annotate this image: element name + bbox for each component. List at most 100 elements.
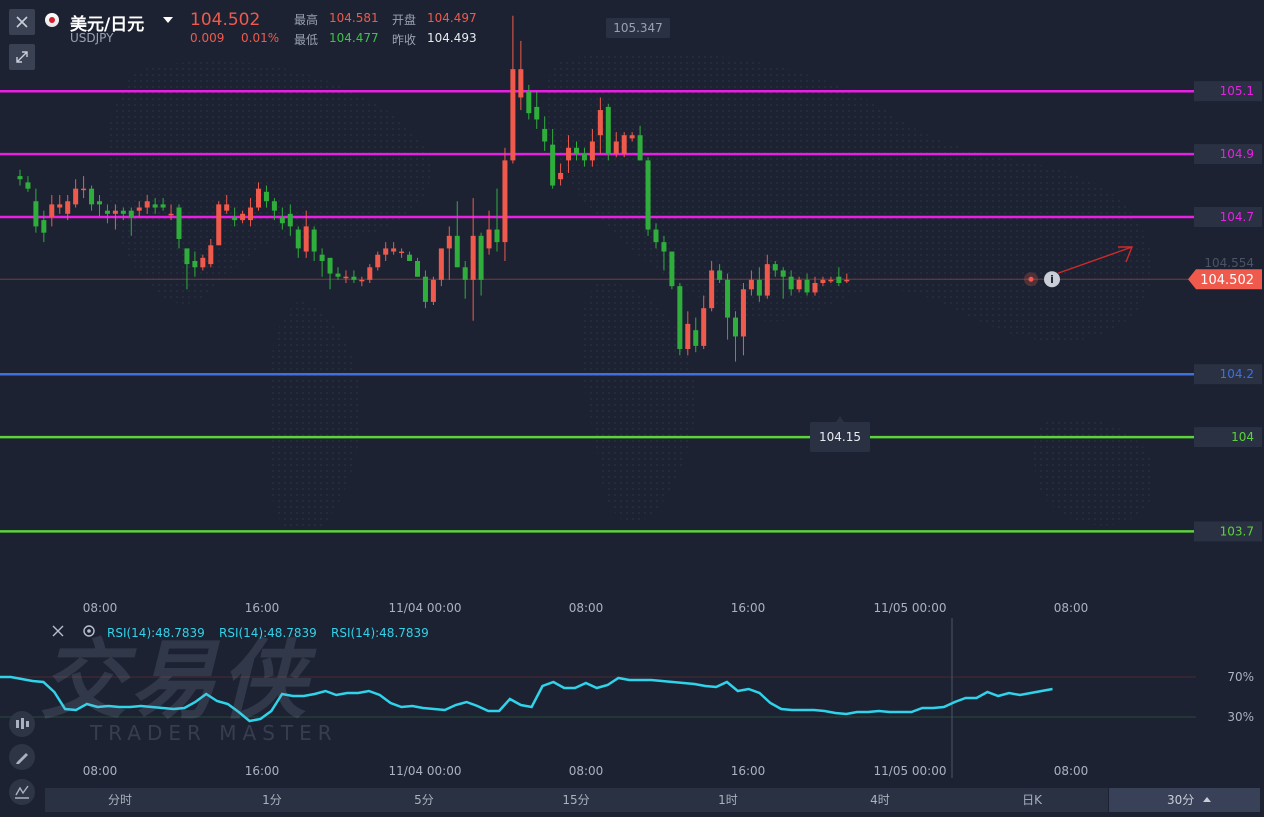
- candle-body: [128, 210, 134, 217]
- candle-body: [534, 106, 540, 120]
- candle-body: [184, 248, 190, 265]
- caret-down-icon[interactable]: [163, 17, 173, 23]
- candle-body: [422, 276, 428, 302]
- candle-body: [359, 279, 365, 282]
- candle-body: [176, 207, 182, 239]
- candle-body: [224, 204, 230, 211]
- tf-tick[interactable]: 分时: [107, 793, 132, 807]
- candle-body: [41, 220, 47, 233]
- watermark-subtitle: TRADER MASTER: [90, 721, 338, 745]
- candle-body: [49, 204, 55, 217]
- tf-1m[interactable]: 1分: [262, 793, 282, 807]
- candle-body: [33, 201, 39, 227]
- candle-body: [844, 279, 850, 282]
- candle-body: [446, 235, 452, 249]
- candle-body: [25, 182, 31, 189]
- max-marker-label: 105.347: [613, 21, 663, 35]
- candle-body: [454, 235, 460, 268]
- candle-body: [383, 248, 389, 255]
- candle-body: [756, 279, 762, 296]
- level-label-box: [1194, 364, 1262, 385]
- draw-button[interactable]: [9, 744, 35, 770]
- candle-body: [828, 279, 834, 282]
- tf-5m[interactable]: 5分: [414, 793, 434, 807]
- candle-body: [17, 176, 23, 180]
- candle-body: [81, 188, 87, 191]
- candle-body: [152, 204, 158, 208]
- candle-body: [526, 91, 532, 114]
- tf-daily[interactable]: 日K: [1022, 793, 1042, 807]
- candle-body: [788, 276, 794, 290]
- level-label: 105.1: [1220, 84, 1254, 98]
- candle-body: [836, 276, 842, 283]
- expand-button[interactable]: [9, 44, 35, 70]
- candle-body: [677, 286, 683, 350]
- candle-body: [136, 207, 142, 211]
- candle-body: [462, 267, 468, 280]
- settings-icon[interactable]: [83, 625, 95, 637]
- candle-body: [685, 323, 691, 350]
- candle-body: [73, 188, 79, 205]
- price-change-pct: 0.01%: [241, 31, 280, 45]
- candle-body: [120, 210, 126, 214]
- candle-body: [661, 242, 667, 252]
- tf-30m-label: 30分: [1167, 793, 1195, 807]
- candle-body: [112, 210, 118, 214]
- candle-body: [669, 251, 675, 287]
- open-value: 104.497: [427, 11, 477, 25]
- candle-body: [542, 128, 548, 142]
- candle-body: [470, 235, 476, 280]
- close-button[interactable]: [9, 9, 35, 35]
- level-label: 103.7: [1220, 524, 1254, 538]
- candle-body: [263, 191, 269, 202]
- candle-body: [208, 245, 214, 265]
- candle-body: [399, 251, 405, 254]
- rsi-x-tick-label: 08:00: [569, 764, 604, 778]
- candle-body: [430, 279, 436, 302]
- rsi-controls: [52, 625, 95, 637]
- high-value: 104.581: [329, 11, 379, 25]
- timeframe-bar: [45, 788, 1108, 812]
- candle-body: [820, 279, 826, 283]
- candle-body: [725, 279, 731, 318]
- rsi-label-1: RSI(14):48.7839: [107, 626, 205, 640]
- candle-body: [550, 144, 556, 186]
- tf-15m[interactable]: 15分: [562, 793, 590, 807]
- candle-body: [367, 267, 373, 280]
- candle-body: [168, 213, 174, 216]
- candle-body: [748, 279, 754, 290]
- candle-body: [717, 270, 723, 280]
- x-tick-label: 11/04 00:00: [389, 601, 462, 615]
- close-icon[interactable]: [52, 625, 64, 637]
- prev-close-label: 昨收: [392, 33, 417, 47]
- candle-body: [303, 226, 309, 252]
- candle-body: [343, 276, 349, 279]
- watermark-logo: 交易侠: [40, 631, 310, 731]
- candle-body: [391, 248, 397, 252]
- indicator-button[interactable]: [9, 779, 35, 805]
- prev-close-value: 104.493: [427, 31, 477, 45]
- symbol-code: USDJPY: [70, 31, 114, 45]
- level-label: 104.9: [1220, 147, 1254, 161]
- low-label: 最低: [294, 33, 319, 47]
- min-marker-label: 104.15: [819, 430, 861, 444]
- close-icon: [16, 16, 28, 28]
- tf-30m-selected[interactable]: 30分: [1109, 788, 1260, 812]
- candle-body: [438, 248, 444, 280]
- candle-body: [518, 69, 524, 98]
- candle-body: [621, 135, 627, 155]
- tf-4h[interactable]: 4时: [870, 793, 890, 807]
- max-marker-box: [606, 18, 670, 38]
- info-icon: [1044, 271, 1060, 288]
- rsi-label-3: RSI(14):48.7839: [331, 626, 429, 640]
- tf-1h[interactable]: 1时: [718, 793, 738, 807]
- x-tick-label: 11/05 00:00: [874, 601, 947, 615]
- candle-body: [502, 160, 508, 243]
- candle-body: [780, 270, 786, 277]
- candle-body: [351, 276, 357, 280]
- symbol-name[interactable]: 美元/日元: [70, 15, 145, 35]
- candles-button[interactable]: [9, 711, 35, 737]
- rsi-level-label: 30%: [1227, 710, 1254, 724]
- candle-body: [311, 229, 317, 252]
